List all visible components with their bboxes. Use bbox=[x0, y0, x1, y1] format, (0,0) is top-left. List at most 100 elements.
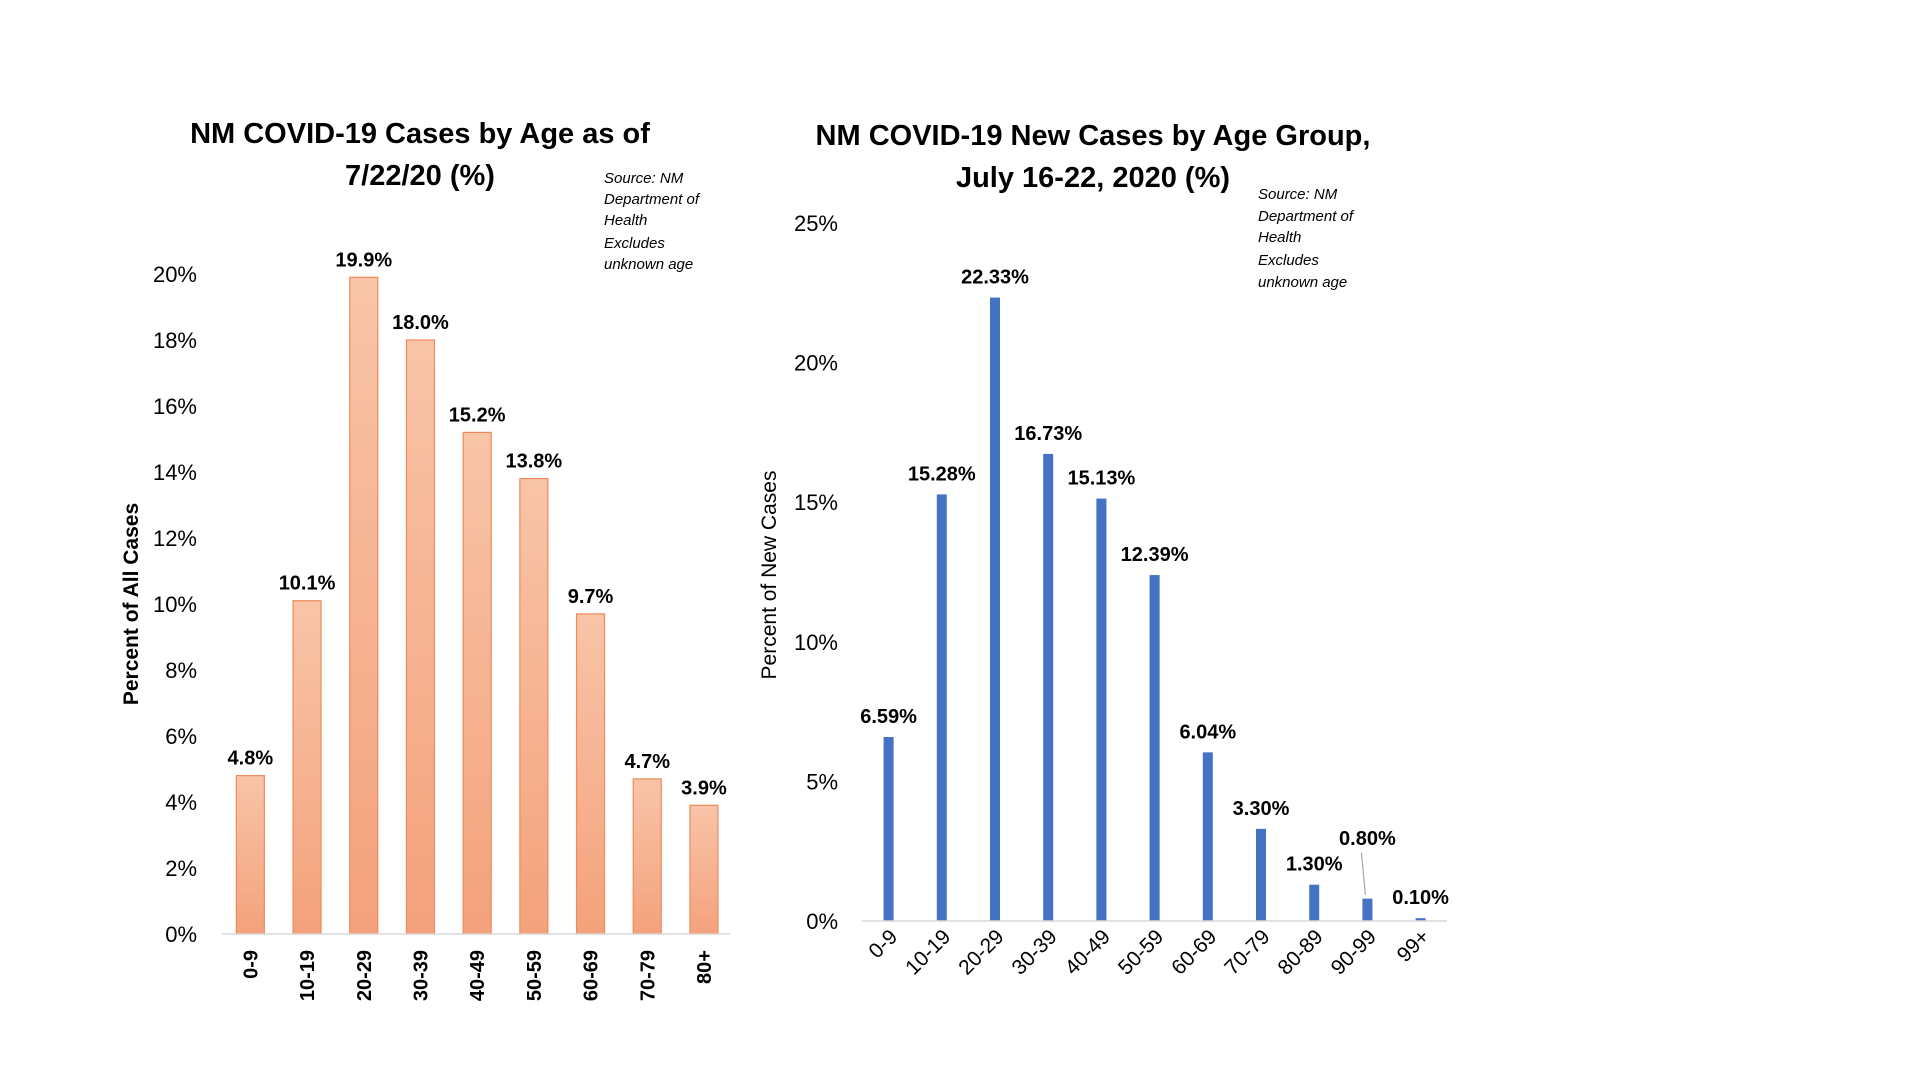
chart-left-data-label: 3.9% bbox=[681, 777, 727, 799]
chart-left-y-tick-label: 2% bbox=[165, 856, 197, 881]
chart-left-y-tick-label: 12% bbox=[153, 526, 197, 551]
chart-left-source-line-4: Excludes bbox=[604, 235, 665, 252]
chart-right-y-tick-label: 15% bbox=[794, 490, 838, 515]
chart-left-y-tick-label: 16% bbox=[153, 394, 197, 419]
chart-left-y-tick-label: 14% bbox=[153, 460, 197, 485]
chart-left-y-tick-label: 6% bbox=[165, 724, 197, 749]
chart-right-source-note: Source: NM Department of Health Excludes… bbox=[1258, 186, 1355, 291]
chart-right-bars bbox=[883, 297, 1426, 921]
chart-left-y-tick-label: 18% bbox=[153, 328, 197, 353]
chart-right-y-ticks: 0% 5% 10% 15% 20% 25% bbox=[794, 211, 838, 934]
chart-right-bar bbox=[883, 737, 894, 921]
chart-right-x-tick-label: 40-49 bbox=[1061, 925, 1115, 979]
chart-right-x-tick-label: 80-89 bbox=[1273, 925, 1327, 979]
chart-left-data-label: 4.8% bbox=[228, 748, 274, 770]
chart-right-x-tick-label: 30-39 bbox=[1007, 925, 1061, 979]
chart-left-title-line-2: 7/22/20 (%) bbox=[345, 160, 495, 192]
chart-right-source-line-3: Health bbox=[1258, 229, 1301, 246]
chart-left-bar bbox=[519, 478, 549, 935]
chart-left-data-label: 10.1% bbox=[279, 573, 336, 595]
chart-right-y-axis-label: Percent of New Cases bbox=[758, 471, 781, 680]
chart-right-bar bbox=[1362, 898, 1373, 921]
chart-right-x-tick-label: 20-29 bbox=[954, 925, 1008, 979]
chart-right-bar bbox=[1256, 828, 1266, 921]
chart-right-x-tick-label: 10-19 bbox=[901, 925, 955, 979]
chart-left-x-tick-label: 30-39 bbox=[410, 950, 432, 1001]
chart-right-data-label: 6.04% bbox=[1179, 721, 1236, 743]
chart-left-bar bbox=[292, 600, 322, 935]
chart-right-x-ticks: 0-910-1920-2930-3940-4950-5960-6970-7980… bbox=[864, 925, 1434, 979]
chart-right-bar bbox=[936, 494, 947, 921]
chart-right-bar bbox=[1415, 918, 1426, 921]
chart-left-title-line-1: NM COVID-19 Cases by Age as of bbox=[190, 118, 650, 150]
chart-left-y-tick-label: 10% bbox=[153, 592, 197, 617]
chart-right-data-label: 0.80% bbox=[1339, 828, 1396, 850]
chart-right-source-line-1: Source: NM bbox=[1258, 186, 1338, 203]
chart-left-bar bbox=[575, 613, 606, 935]
chart-left-x-tick-label: 60-69 bbox=[581, 950, 603, 1001]
chart-left-x-tick-label: 0-9 bbox=[240, 950, 262, 979]
chart-right-data-labels: 6.59% 15.28% 22.33% 16.73% 15.13% 12.39% 6.04%… bbox=[860, 267, 1449, 910]
chart-left-source-line-5: unknown age bbox=[604, 256, 693, 273]
chart-left-bars bbox=[235, 276, 719, 935]
chart-left-bar bbox=[689, 804, 719, 935]
chart-left-bar bbox=[405, 339, 436, 935]
chart-left-x-ticks: 0-9 10-19 20-29 30-39 40-49 50-59 60-69 70-79 80… bbox=[240, 950, 716, 1001]
chart-left-bar bbox=[349, 276, 379, 935]
chart-left-x-tick-label: 10-19 bbox=[297, 950, 319, 1001]
chart-right-bar bbox=[1309, 884, 1320, 921]
chart-right-bar bbox=[1202, 752, 1213, 921]
chart-left-y-tick-label: 4% bbox=[165, 790, 197, 815]
chart-right-leader-line bbox=[1360, 852, 1366, 895]
chart-right-x-tick-label: 0-9 bbox=[864, 925, 902, 963]
chart-right-x-tick-label: 60-69 bbox=[1167, 925, 1221, 979]
chart-left-bar bbox=[462, 431, 492, 935]
chart-right-bar bbox=[1096, 498, 1107, 921]
chart-left-data-labels: 4.8% 10.1% 19.9% 18.0% 15.2% 13.8% 9.7% 4.7% 3.9… bbox=[228, 249, 727, 799]
chart-left-source-line-3: Health bbox=[604, 212, 647, 229]
chart-right-source-line-4: Excludes bbox=[1258, 252, 1319, 269]
chart-left-x-tick-label: 50-59 bbox=[524, 950, 546, 1001]
chart-right-data-label: 15.28% bbox=[908, 463, 976, 485]
chart-right-data-label: 12.39% bbox=[1121, 544, 1189, 566]
chart-left-y-tick-label: 20% bbox=[153, 262, 197, 287]
chart-right-data-label: 3.30% bbox=[1233, 798, 1290, 820]
chart-right-bar bbox=[990, 297, 1000, 921]
chart-right-data-label: 0.10% bbox=[1392, 887, 1449, 909]
chart-right: NM COVID-19 New Cases by Age Group, July… bbox=[758, 120, 1449, 980]
chart-left-y-axis-label: Percent of All Cases bbox=[120, 503, 143, 705]
chart-right-title-line-2: July 16-22, 2020 (%) bbox=[956, 162, 1230, 194]
chart-right-x-tick-label: 99+ bbox=[1393, 925, 1434, 966]
chart-right-source-line-5: unknown age bbox=[1258, 274, 1347, 291]
chart-left-data-label: 9.7% bbox=[568, 586, 614, 608]
chart-left-x-tick-label: 40-49 bbox=[467, 950, 489, 1001]
chart-right-bar bbox=[1043, 453, 1054, 921]
chart-left-y-tick-label: 0% bbox=[165, 922, 197, 947]
chart-right-data-label: 1.30% bbox=[1286, 854, 1343, 876]
chart-left-data-label: 13.8% bbox=[505, 451, 562, 473]
chart-left-data-label: 4.7% bbox=[624, 751, 670, 773]
chart-left-x-tick-label: 20-29 bbox=[354, 950, 376, 1001]
chart-right-data-label: 16.73% bbox=[1014, 423, 1082, 445]
chart-right-bar bbox=[1149, 575, 1160, 921]
chart-left-data-label: 18.0% bbox=[392, 312, 449, 334]
chart-left-data-label: 15.2% bbox=[449, 404, 506, 426]
chart-left-x-tick-label: 70-79 bbox=[637, 950, 659, 1001]
chart-right-source-line-2: Department of bbox=[1258, 208, 1355, 225]
chart-right-y-tick-label: 25% bbox=[794, 211, 838, 236]
chart-right-y-tick-label: 0% bbox=[806, 909, 838, 934]
chart-left-bar bbox=[235, 774, 265, 935]
chart-right-x-tick-label: 90-99 bbox=[1327, 925, 1381, 979]
chart-right-y-tick-label: 20% bbox=[794, 351, 838, 376]
chart-left: NM COVID-19 Cases by Age as of 7/22/20 (… bbox=[120, 118, 730, 1001]
chart-left-bar bbox=[632, 778, 662, 935]
chart-right-x-tick-label: 50-59 bbox=[1114, 925, 1168, 979]
chart-right-y-tick-label: 10% bbox=[794, 630, 838, 655]
chart-left-y-ticks: 0% 2% 4% 6% 8% 10% 12% 14% 16% 18% 20% bbox=[153, 262, 197, 947]
chart-left-x-tick-label: 80+ bbox=[694, 950, 716, 984]
chart-left-data-label: 19.9% bbox=[335, 249, 392, 271]
chart-right-data-label: 6.59% bbox=[860, 706, 917, 728]
chart-right-title-line-1: NM COVID-19 New Cases by Age Group, bbox=[816, 120, 1371, 152]
chart-left-y-tick-label: 8% bbox=[165, 658, 197, 683]
